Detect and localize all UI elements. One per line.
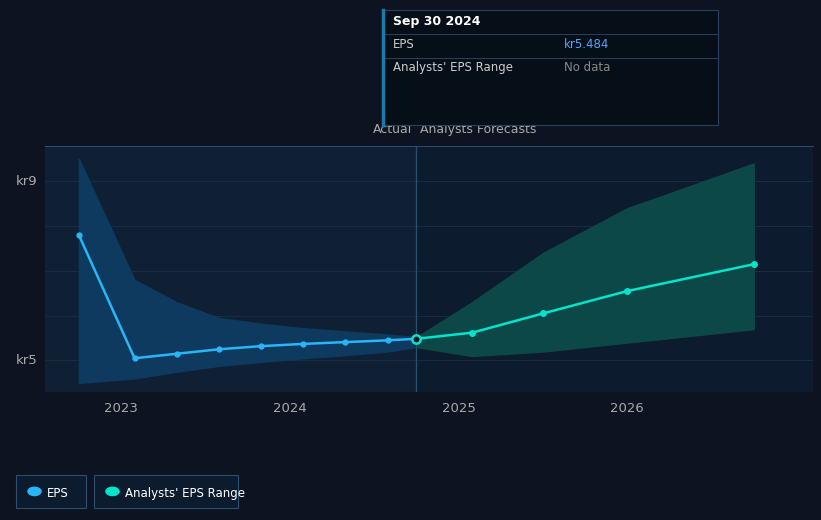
Text: EPS: EPS [393, 38, 415, 51]
Text: No data: No data [564, 61, 610, 74]
Text: kr5.484: kr5.484 [564, 38, 609, 51]
Text: Analysts' EPS Range: Analysts' EPS Range [393, 61, 513, 74]
Text: Actual: Actual [374, 123, 412, 136]
Text: Analysts Forecasts: Analysts Forecasts [420, 123, 537, 136]
Text: kr5: kr5 [16, 354, 38, 367]
Text: EPS: EPS [47, 487, 68, 500]
Text: Sep 30 2024: Sep 30 2024 [393, 15, 480, 28]
Text: kr9: kr9 [16, 175, 38, 188]
Text: Analysts' EPS Range: Analysts' EPS Range [125, 487, 245, 500]
Bar [45, 146, 416, 392]
